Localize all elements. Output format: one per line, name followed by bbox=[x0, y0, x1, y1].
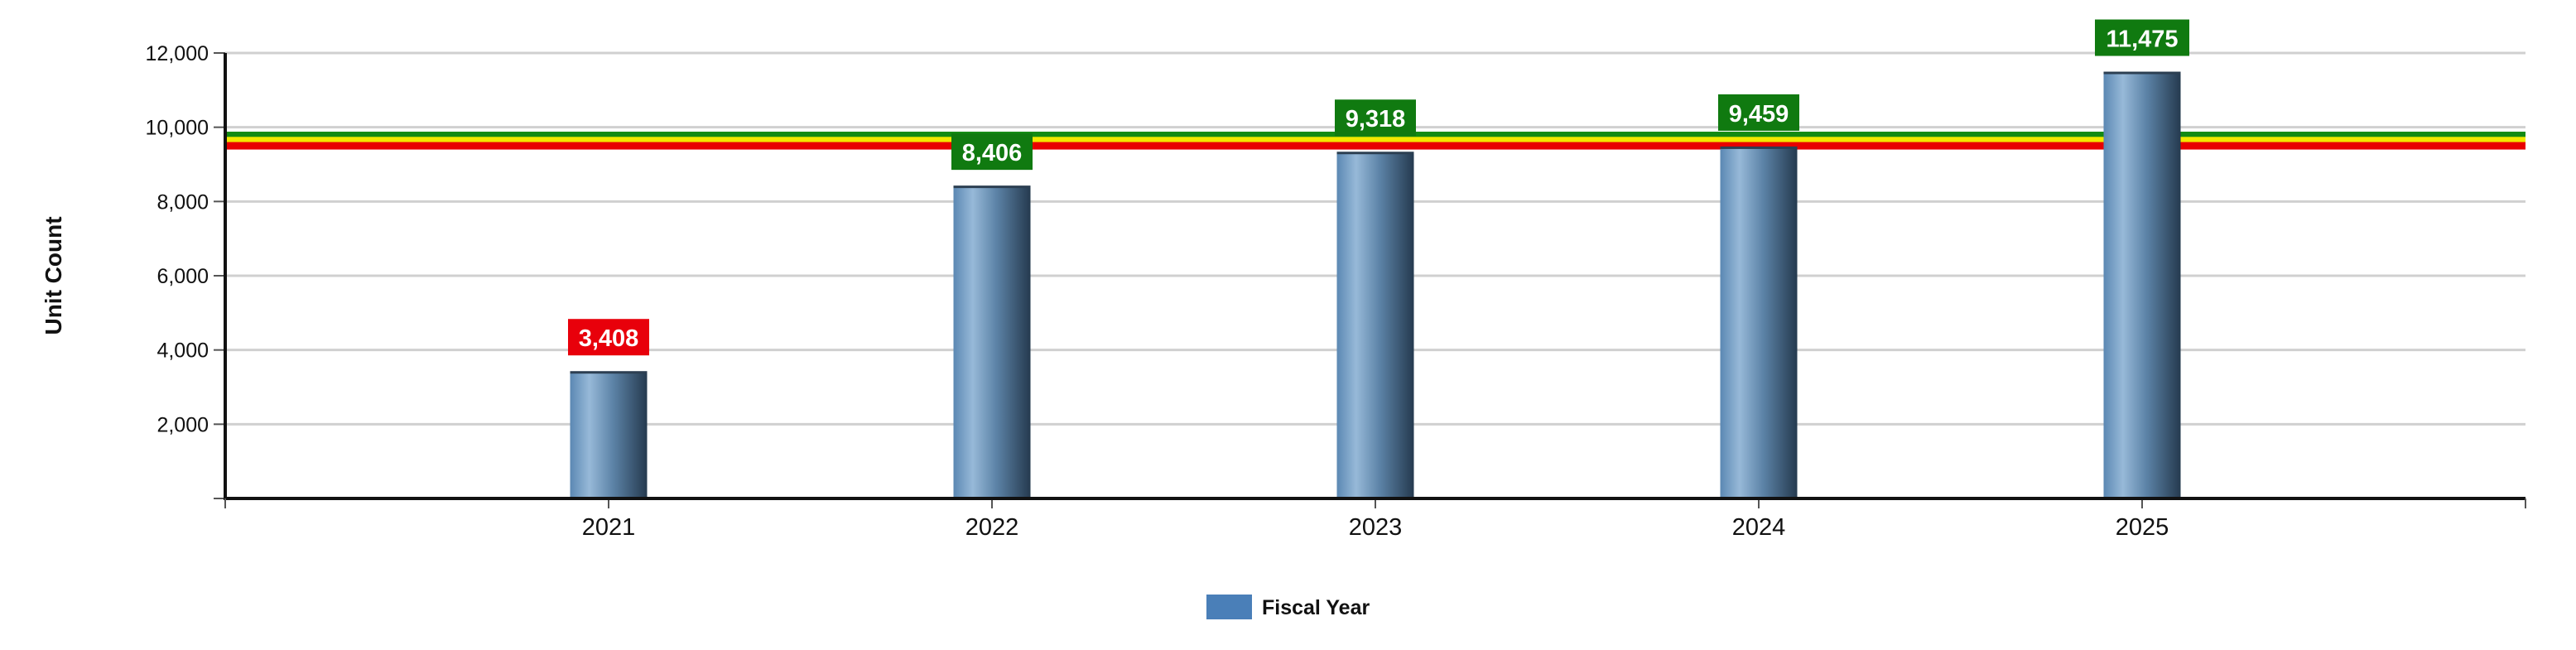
legend-label: Fiscal Year bbox=[1262, 596, 1370, 619]
x-tick-label: 2022 bbox=[965, 514, 1019, 541]
y-tick-label: 6,000 bbox=[156, 265, 209, 288]
legend-swatch bbox=[1206, 595, 1252, 619]
bar-cap bbox=[2103, 71, 2181, 75]
y-tick-label: 10,000 bbox=[146, 117, 209, 140]
y-tick-label: 8,000 bbox=[156, 190, 209, 214]
y-tick-label: 4,000 bbox=[156, 339, 209, 363]
bar-2025[interactable] bbox=[2103, 72, 2181, 499]
data-label: 9,459 bbox=[1729, 101, 1789, 128]
bar-cap bbox=[570, 371, 648, 374]
y-tick-label: 2,000 bbox=[156, 413, 209, 436]
bar-2021[interactable] bbox=[570, 372, 648, 498]
y-axis-title: Unit Count bbox=[41, 216, 66, 335]
bar-cap bbox=[1336, 152, 1414, 155]
bar-cap bbox=[1720, 146, 1798, 149]
yellow-threshold-line bbox=[225, 137, 2525, 145]
data-label-box bbox=[1718, 94, 1799, 131]
data-label-box bbox=[568, 319, 649, 356]
data-label-box bbox=[2095, 19, 2189, 56]
red-threshold-line bbox=[225, 142, 2525, 150]
data-labels: 3,408 8,406 9,318 9,459 11,475 bbox=[568, 19, 2189, 356]
data-label-box bbox=[951, 133, 1033, 171]
data-label: 3,408 bbox=[579, 325, 639, 352]
legend[interactable]: Fiscal Year bbox=[1206, 595, 1370, 619]
x-tick-label: 2023 bbox=[1349, 514, 1403, 541]
x-tick-label: 2021 bbox=[582, 514, 636, 541]
bars bbox=[570, 71, 2181, 499]
bar-2023[interactable] bbox=[1336, 152, 1414, 499]
y-tick-label: 12,000 bbox=[146, 42, 209, 65]
axes: 2,000 4,000 6,000 8,000 10,000 12,000 2021 2022… bbox=[146, 42, 2526, 541]
data-label: 9,318 bbox=[1346, 106, 1406, 132]
data-label-box bbox=[1335, 99, 1416, 137]
x-tick-label: 2024 bbox=[1732, 514, 1786, 541]
data-label: 11,475 bbox=[2106, 26, 2178, 53]
bar-cap bbox=[953, 185, 1031, 189]
bar-2024[interactable] bbox=[1720, 147, 1798, 498]
x-tick-label: 2025 bbox=[2116, 514, 2169, 541]
data-label: 8,406 bbox=[962, 140, 1023, 166]
bar-2022[interactable] bbox=[953, 186, 1031, 499]
